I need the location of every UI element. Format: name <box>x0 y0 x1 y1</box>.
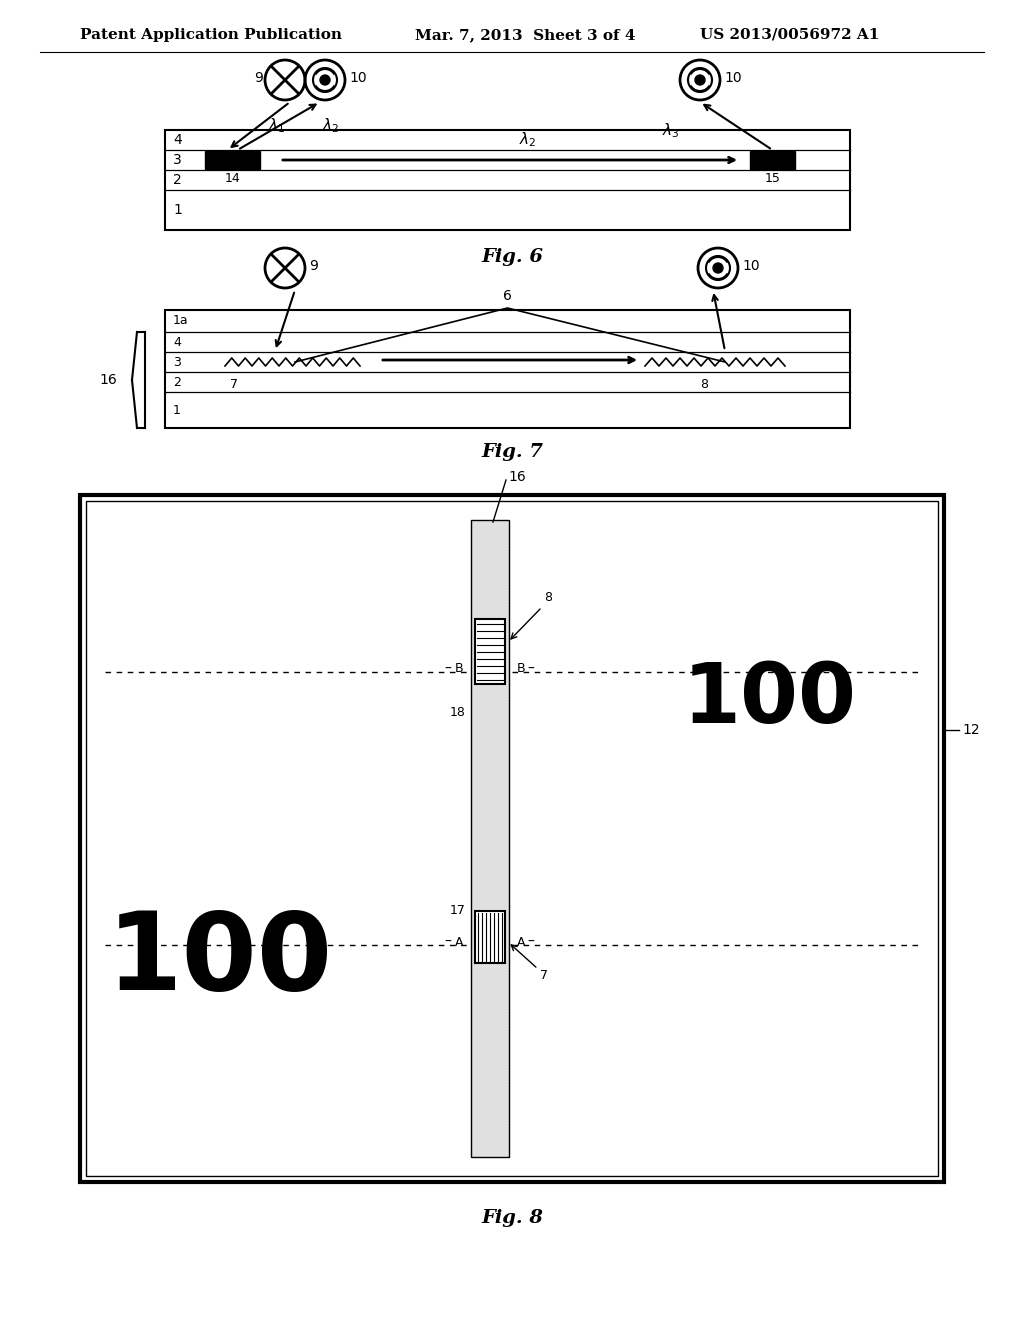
Text: 8: 8 <box>700 378 708 391</box>
Text: 7: 7 <box>540 969 548 982</box>
Bar <box>750 150 795 169</box>
Text: 12: 12 <box>962 723 980 737</box>
Text: 100: 100 <box>106 907 333 1012</box>
Bar <box>86 502 938 1176</box>
Text: 1: 1 <box>173 404 181 417</box>
Text: B: B <box>455 663 463 676</box>
Text: 2: 2 <box>173 173 181 187</box>
Text: 1a: 1a <box>173 314 188 327</box>
Text: A: A <box>455 936 463 949</box>
Text: Patent Application Publication: Patent Application Publication <box>80 28 342 42</box>
Text: $\lambda_1$: $\lambda_1$ <box>268 116 286 135</box>
Text: $\lambda_2$: $\lambda_2$ <box>322 116 339 135</box>
Text: –: – <box>527 935 534 949</box>
Text: 16: 16 <box>99 374 117 387</box>
Text: Fig. 8: Fig. 8 <box>481 1209 543 1228</box>
Text: Fig. 6: Fig. 6 <box>481 248 543 267</box>
Bar <box>80 495 944 1181</box>
Text: 8: 8 <box>544 591 552 605</box>
Text: 17: 17 <box>451 903 466 916</box>
Circle shape <box>695 75 705 84</box>
Text: 10: 10 <box>724 71 741 84</box>
Text: 4: 4 <box>173 133 181 147</box>
Text: B: B <box>517 663 525 676</box>
Text: –: – <box>444 935 451 949</box>
Circle shape <box>319 75 330 84</box>
Text: 6: 6 <box>503 289 512 304</box>
Text: 7: 7 <box>230 378 238 391</box>
Bar <box>471 520 509 1158</box>
Text: $\lambda_3$: $\lambda_3$ <box>662 121 680 140</box>
Text: –: – <box>527 663 534 676</box>
Text: 1: 1 <box>173 203 182 216</box>
Text: 2: 2 <box>173 375 181 388</box>
Text: 10: 10 <box>349 71 367 84</box>
Text: US 2013/0056972 A1: US 2013/0056972 A1 <box>700 28 880 42</box>
Bar <box>165 310 850 428</box>
Text: 100: 100 <box>683 660 857 741</box>
Text: 10: 10 <box>742 259 760 273</box>
Text: $\lambda_2$: $\lambda_2$ <box>519 131 537 149</box>
Text: 9: 9 <box>254 71 263 84</box>
Text: 9: 9 <box>309 259 317 273</box>
Circle shape <box>713 263 723 273</box>
Text: 4: 4 <box>173 335 181 348</box>
Text: 3: 3 <box>173 355 181 368</box>
Bar <box>165 129 850 230</box>
Text: Mar. 7, 2013  Sheet 3 of 4: Mar. 7, 2013 Sheet 3 of 4 <box>415 28 636 42</box>
Bar <box>475 619 505 684</box>
Text: 3: 3 <box>173 153 181 168</box>
Text: 16: 16 <box>508 470 525 484</box>
Bar <box>205 150 260 169</box>
Text: Fig. 7: Fig. 7 <box>481 444 543 461</box>
Text: –: – <box>444 663 451 676</box>
Text: 18: 18 <box>451 705 466 718</box>
Bar <box>475 911 505 964</box>
Text: 14: 14 <box>224 172 241 185</box>
Text: 15: 15 <box>765 172 780 185</box>
Text: A: A <box>517 936 525 949</box>
